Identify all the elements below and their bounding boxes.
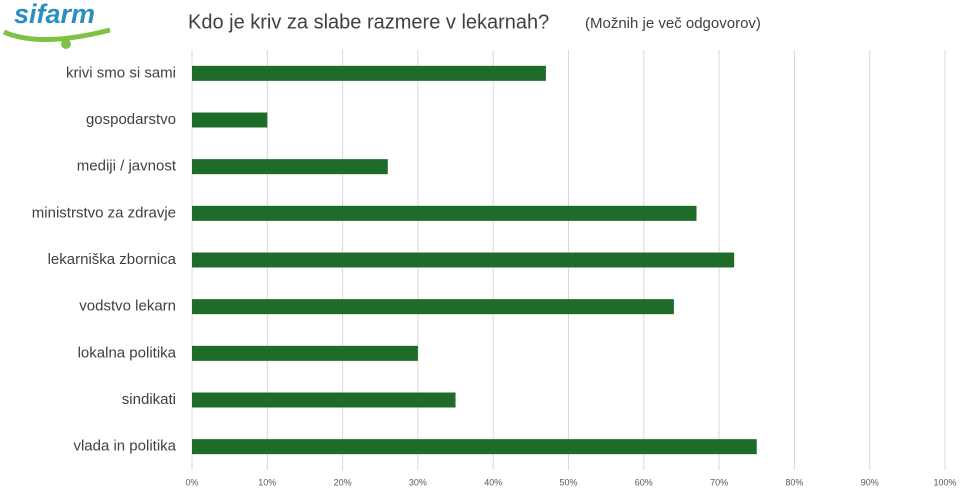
chart-title: Kdo je kriv za slabe razmere v lekarnah? — [188, 11, 549, 33]
logo: sifarm — [2, 0, 111, 49]
bar — [192, 439, 757, 455]
x-tick-label: 40% — [484, 477, 502, 487]
bar — [192, 299, 674, 315]
bar — [192, 252, 735, 268]
y-tick-label: krivi smo si sami — [66, 64, 176, 81]
y-tick-label: lokalna politika — [78, 344, 177, 361]
y-tick-label: gospodarstvo — [86, 111, 176, 128]
bar — [192, 205, 697, 221]
x-tick-label: 80% — [785, 477, 803, 487]
x-tick-label: 50% — [559, 477, 577, 487]
x-tick-label: 100% — [933, 477, 956, 487]
y-tick-label: mediji / javnost — [77, 158, 177, 175]
logo-dot — [61, 39, 71, 49]
chart-subtitle: (Možnih je več odgovorov) — [585, 15, 761, 32]
x-tick-label: 10% — [258, 477, 276, 487]
logo-swoosh — [2, 27, 111, 43]
bar — [192, 65, 546, 81]
x-tick-label: 70% — [710, 477, 728, 487]
y-tick-label: sindikati — [122, 391, 176, 408]
logo-text: sifarm — [14, 0, 95, 29]
bar — [192, 159, 388, 175]
y-tick-label: lekarniška zbornica — [48, 251, 177, 268]
x-tick-label: 0% — [185, 477, 198, 487]
y-tick-label: ministrstvo za zdravje — [32, 204, 176, 221]
y-tick-label: vodstvo lekarn — [79, 298, 176, 315]
x-tick-label: 90% — [861, 477, 879, 487]
x-tick-label: 30% — [409, 477, 427, 487]
bar — [192, 345, 418, 361]
bar — [192, 392, 456, 408]
y-tick-label: vlada in politika — [73, 438, 176, 455]
x-tick-label: 20% — [334, 477, 352, 487]
x-tick-label: 60% — [635, 477, 653, 487]
bar — [192, 112, 268, 128]
